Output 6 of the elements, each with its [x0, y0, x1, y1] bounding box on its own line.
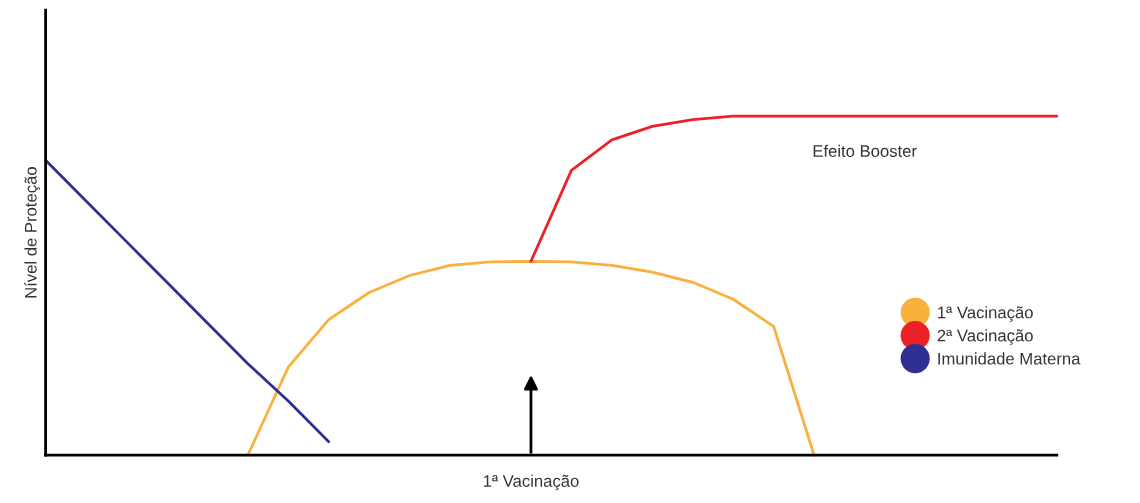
annotation: Efeito Booster: [813, 144, 917, 157]
legend-label: Imunidade Materna: [938, 352, 1081, 365]
legend-label: 2ª Vacinação: [937, 329, 1033, 345]
text: 1ª Vacinação: [483, 474, 579, 491]
legend-label: 1ª Vacinação: [938, 306, 1033, 322]
y-axis-title: Nível de Proteção: [24, 167, 41, 298]
